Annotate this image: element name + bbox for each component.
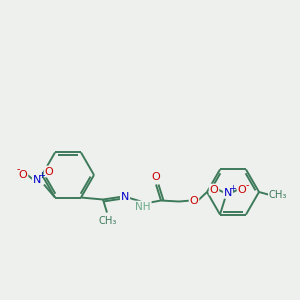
Text: O: O [238,184,246,194]
Text: N: N [33,175,41,184]
Text: NH: NH [135,202,151,212]
Text: CH₃: CH₃ [99,215,117,226]
Text: N: N [121,191,129,202]
Text: +: + [230,184,236,193]
Text: CH₃: CH₃ [269,190,287,200]
Text: N: N [224,188,232,197]
Text: -: - [16,164,20,175]
Text: O: O [19,169,27,179]
Text: O: O [152,172,160,182]
Text: O: O [190,196,198,206]
Text: O: O [210,184,218,194]
Text: +: + [39,171,45,180]
Text: -: - [245,181,249,190]
Text: O: O [45,167,53,176]
